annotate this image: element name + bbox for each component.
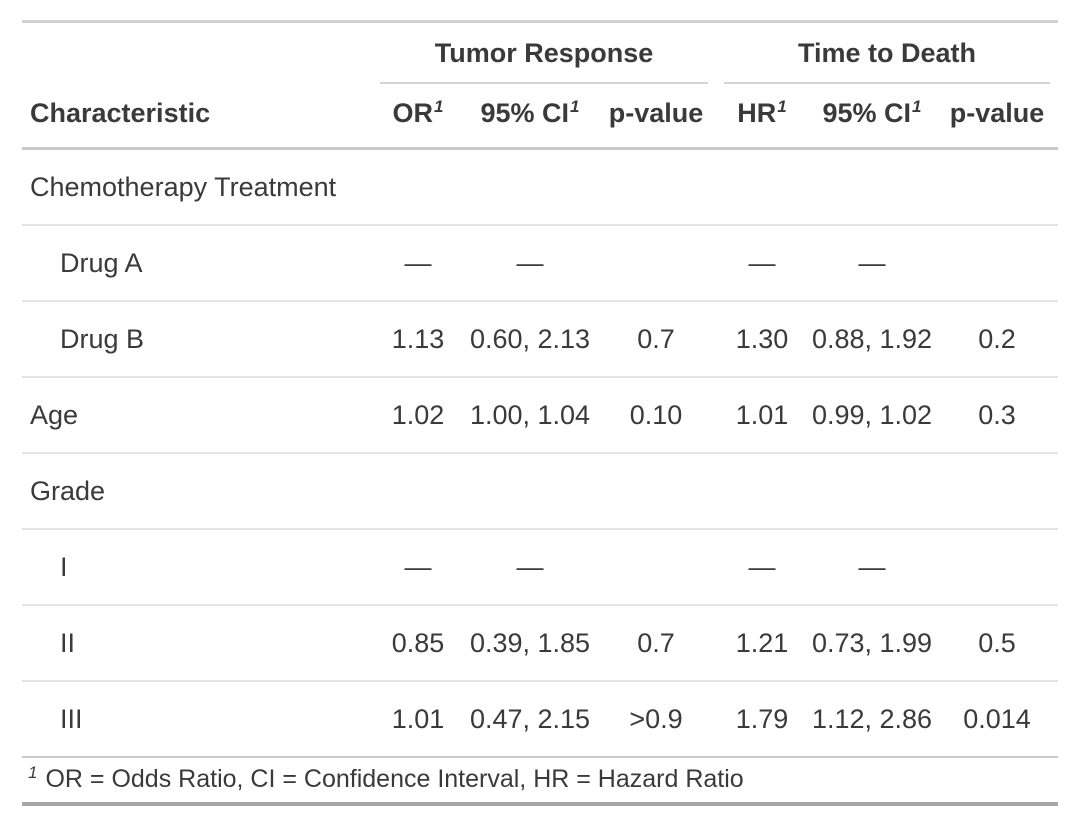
column-header-ci-death: 95% CI1 bbox=[808, 84, 937, 150]
cell-or-p: 0.7 bbox=[596, 605, 717, 682]
cell-or-ci: 0.60, 2.13 bbox=[464, 301, 596, 378]
table-row-grade-ii: II 0.85 0.39, 1.85 0.7 1.21 0.73, 1.99 0… bbox=[22, 605, 1059, 682]
spanner-label-tumor: Tumor Response bbox=[380, 23, 709, 84]
cell-or-p bbox=[596, 453, 717, 530]
column-header-pvalue-tumor: p-value bbox=[596, 84, 717, 150]
cell-or-p: 0.10 bbox=[596, 377, 717, 454]
row-label: Drug A bbox=[22, 225, 372, 302]
row-label: Chemotherapy Treatment bbox=[22, 148, 372, 226]
table-header: Tumor Response Time to Death Characteris… bbox=[22, 22, 1059, 150]
cell-or: — bbox=[372, 529, 464, 606]
cell-hr: — bbox=[716, 529, 809, 606]
cell-or-p bbox=[596, 225, 717, 302]
cell-or: 1.13 bbox=[372, 301, 464, 378]
row-label: Age bbox=[22, 377, 372, 454]
ci-label: 95% CI bbox=[480, 98, 570, 128]
spanner-tumor-response: Tumor Response bbox=[372, 22, 716, 84]
cell-hr: 1.01 bbox=[716, 377, 809, 454]
cell-hr-ci bbox=[808, 148, 937, 226]
cell-or: — bbox=[372, 225, 464, 302]
cell-hr-p: 0.3 bbox=[936, 377, 1059, 454]
cell-or-p: >0.9 bbox=[596, 681, 717, 758]
cell-hr-ci: — bbox=[808, 225, 937, 302]
or-label: OR bbox=[392, 98, 434, 128]
table-row-grade-iii: III 1.01 0.47, 2.15 >0.9 1.79 1.12, 2.86… bbox=[22, 681, 1059, 758]
table-row-chemotherapy-treatment: Chemotherapy Treatment bbox=[22, 148, 1059, 226]
cell-or bbox=[372, 453, 464, 530]
table-row-grade: Grade bbox=[22, 453, 1059, 530]
hr-label: HR bbox=[737, 98, 777, 128]
spanner-row: Tumor Response Time to Death bbox=[22, 22, 1058, 85]
cell-hr-p: 0.5 bbox=[936, 605, 1059, 682]
cell-hr-ci: 0.99, 1.02 bbox=[808, 377, 937, 454]
footnote-mark: 1 bbox=[570, 97, 580, 116]
table-row-drug-a: Drug A — — — — bbox=[22, 225, 1059, 302]
cell-or: 1.01 bbox=[372, 681, 464, 758]
column-header-row: Characteristic OR1 95% CI1 p-value HR1 9… bbox=[22, 84, 1059, 150]
cell-hr bbox=[716, 148, 809, 226]
cell-hr: 1.79 bbox=[716, 681, 809, 758]
footnote-mark: 1 bbox=[28, 762, 38, 782]
column-header-pvalue-death: p-value bbox=[936, 84, 1059, 150]
cell-or-ci bbox=[464, 148, 596, 226]
cell-or-ci bbox=[464, 453, 596, 530]
table-body: Chemotherapy Treatment Drug A — — — — Dr… bbox=[22, 148, 1059, 758]
cell-or-ci: — bbox=[464, 225, 596, 302]
table-row-grade-i: I — — — — bbox=[22, 529, 1059, 606]
column-header-or: OR1 bbox=[372, 84, 464, 150]
cell-hr-ci: — bbox=[808, 529, 937, 606]
cell-hr-ci bbox=[808, 453, 937, 530]
ci-label: 95% CI bbox=[822, 98, 912, 128]
cell-or-ci: 0.47, 2.15 bbox=[464, 681, 596, 758]
footnote-row: 1 OR = Odds Ratio, CI = Confidence Interv… bbox=[22, 757, 1059, 806]
cell-or-p bbox=[596, 148, 717, 226]
cell-hr: 1.30 bbox=[716, 301, 809, 378]
cell-or-ci: 1.00, 1.04 bbox=[464, 377, 596, 454]
row-label: III bbox=[22, 681, 372, 758]
footnote-mark: 1 bbox=[434, 97, 444, 116]
column-header-characteristic: Characteristic bbox=[22, 84, 372, 150]
cell-hr-p bbox=[936, 453, 1059, 530]
regression-results-table: Tumor Response Time to Death Characteris… bbox=[22, 20, 1059, 806]
cell-hr-p: 0.014 bbox=[936, 681, 1059, 758]
cell-or-p: 0.7 bbox=[596, 301, 717, 378]
cell-hr-p bbox=[936, 225, 1059, 302]
footnote-text: OR = Odds Ratio, CI = Confidence Interva… bbox=[45, 765, 744, 793]
cell-hr-ci: 0.88, 1.92 bbox=[808, 301, 937, 378]
spanner-spacer bbox=[22, 22, 372, 85]
footnote-mark: 1 bbox=[777, 97, 787, 116]
row-label: I bbox=[22, 529, 372, 606]
cell-hr: 1.21 bbox=[716, 605, 809, 682]
table-row-drug-b: Drug B 1.13 0.60, 2.13 0.7 1.30 0.88, 1.… bbox=[22, 301, 1059, 378]
spanner-label-death: Time to Death bbox=[724, 23, 1051, 84]
row-label: II bbox=[22, 605, 372, 682]
cell-or-ci: 0.39, 1.85 bbox=[464, 605, 596, 682]
column-header-ci-tumor: 95% CI1 bbox=[464, 84, 596, 150]
footnote-mark: 1 bbox=[912, 97, 922, 116]
table-footer: 1 OR = Odds Ratio, CI = Confidence Interv… bbox=[22, 757, 1059, 806]
cell-hr: — bbox=[716, 225, 809, 302]
row-label: Drug B bbox=[22, 301, 372, 378]
cell-hr-p: 0.2 bbox=[936, 301, 1059, 378]
cell-hr-ci: 1.12, 2.86 bbox=[808, 681, 937, 758]
cell-hr-ci: 0.73, 1.99 bbox=[808, 605, 937, 682]
cell-hr-p bbox=[936, 529, 1059, 606]
cell-or: 0.85 bbox=[372, 605, 464, 682]
cell-or: 1.02 bbox=[372, 377, 464, 454]
column-header-hr: HR1 bbox=[716, 84, 809, 150]
cell-or-ci: — bbox=[464, 529, 596, 606]
table-row-age: Age 1.02 1.00, 1.04 0.10 1.01 0.99, 1.02… bbox=[22, 377, 1059, 454]
cell-hr bbox=[716, 453, 809, 530]
row-label: Grade bbox=[22, 453, 372, 530]
cell-or-p bbox=[596, 529, 717, 606]
spanner-time-to-death: Time to Death bbox=[716, 22, 1058, 84]
cell-hr-p bbox=[936, 148, 1059, 226]
cell-or bbox=[372, 148, 464, 226]
footnote: 1 OR = Odds Ratio, CI = Confidence Interv… bbox=[22, 757, 1059, 806]
